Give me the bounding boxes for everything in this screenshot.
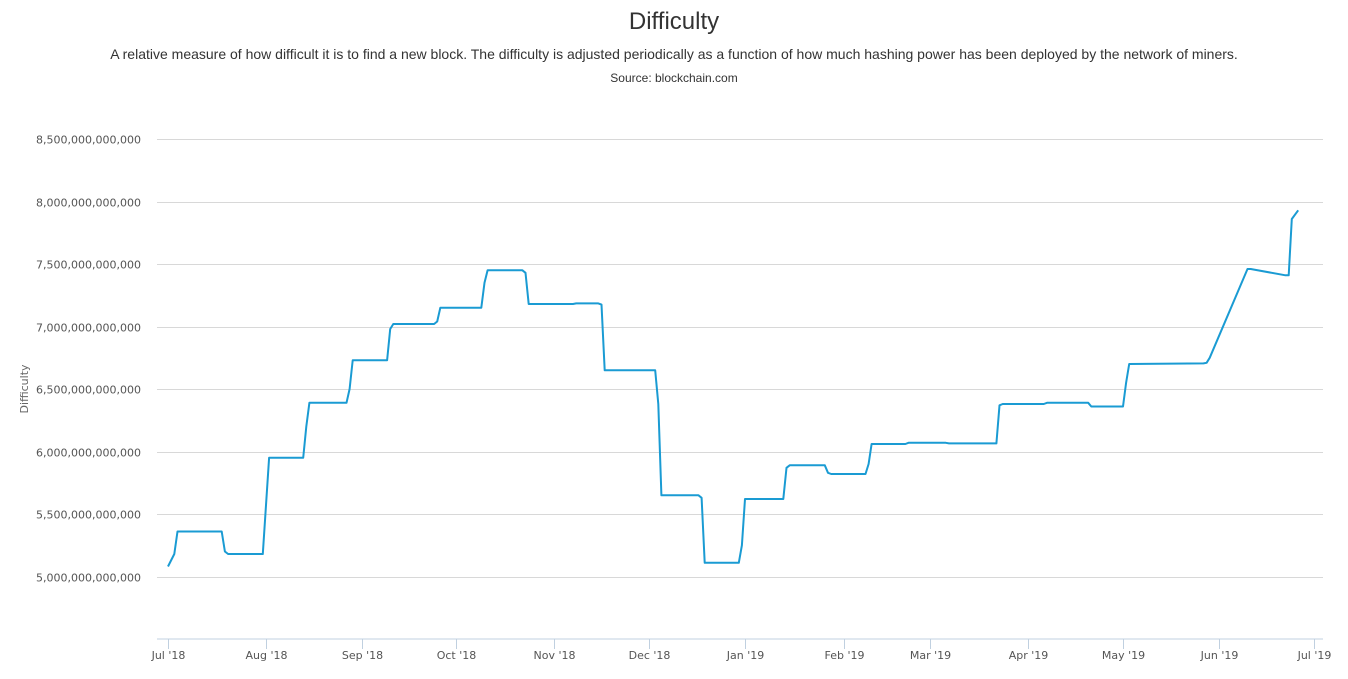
difficulty-series-line[interactable]: [167, 209, 1300, 567]
x-tick-label: Mar '19: [910, 649, 951, 662]
x-tick-label: Oct '18: [437, 649, 477, 662]
x-tick-label: Nov '18: [534, 649, 576, 662]
grid-lines: [157, 139, 1323, 578]
x-tick-label: Jul '18: [151, 649, 186, 662]
x-tick-label: Jun '19: [1200, 649, 1239, 662]
y-tick-label: 6,000,000,000,000: [36, 447, 141, 460]
y-tick-label: 5,000,000,000,000: [36, 572, 141, 585]
y-axis-label: Difficulty: [18, 364, 31, 414]
chart-source: Source: blockchain.com: [610, 71, 738, 85]
x-tick-label: Jul '19: [1297, 649, 1332, 662]
x-tick-label: May '19: [1102, 649, 1145, 662]
y-tick-label: 5,500,000,000,000: [36, 509, 141, 522]
x-tick-label: Dec '18: [629, 649, 671, 662]
chart-subtitle: A relative measure of how difficult it i…: [110, 46, 1238, 62]
x-tick-label: Aug '18: [246, 649, 288, 662]
x-axis-ticks: Jul '18 Aug '18 Sep '18 Oct '18 Nov '18 Dec '…: [151, 639, 1332, 662]
x-tick-label: Sep '18: [342, 649, 383, 662]
y-tick-label: 8,500,000,000,000: [36, 134, 141, 147]
y-tick-label: 8,000,000,000,000: [36, 197, 141, 210]
y-tick-label: 7,500,000,000,000: [36, 259, 141, 272]
x-tick-label: Jan '19: [726, 649, 764, 662]
chart-title: Difficulty: [628, 8, 720, 35]
x-tick-label: Apr '19: [1009, 649, 1049, 662]
y-axis-ticks: 5,000,000,000,000 5,500,000,000,000 6,000,…: [36, 134, 141, 585]
y-tick-label: 7,000,000,000,000: [36, 322, 141, 335]
y-tick-label: 6,500,000,000,000: [36, 384, 141, 397]
x-tick-label: Feb '19: [825, 649, 865, 662]
